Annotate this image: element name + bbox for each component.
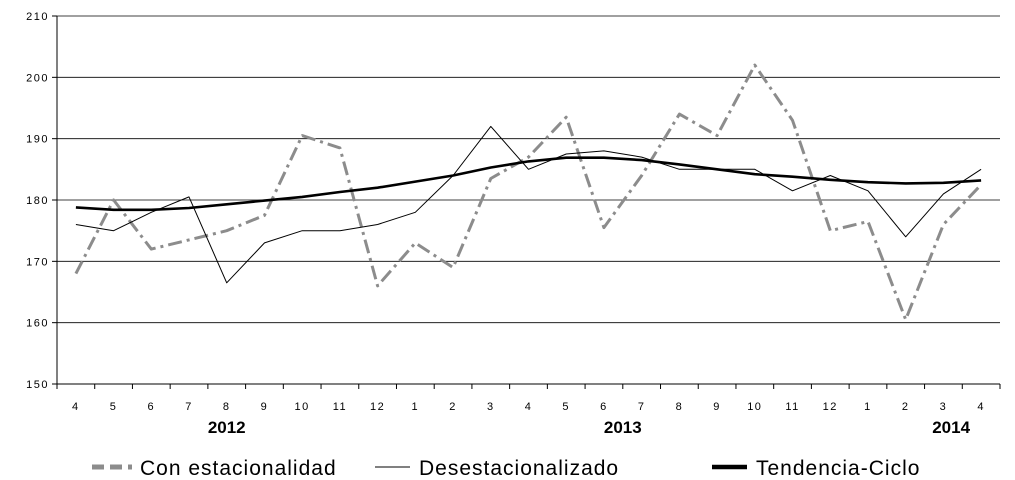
x-tick-label: 11 bbox=[333, 401, 347, 413]
x-tick-label: 8 bbox=[223, 401, 231, 413]
x-tick-label: 4 bbox=[72, 401, 80, 413]
x-tick-label: 9 bbox=[713, 401, 721, 413]
y-tick-label: 150 bbox=[26, 379, 49, 391]
x-tick-label: 5 bbox=[110, 401, 118, 413]
x-tick-label: 2 bbox=[902, 401, 910, 413]
year-label-2014: 2014 bbox=[932, 418, 970, 437]
x-tick-label: 7 bbox=[185, 401, 193, 413]
x-tick-label: 1 bbox=[864, 401, 872, 413]
y-tick-label: 200 bbox=[26, 72, 49, 84]
legend-label: Desestacionalizado bbox=[419, 457, 619, 480]
grid-lines bbox=[57, 15, 1000, 324]
y-tick-labels: 150 160 170 180 190 200 210 bbox=[26, 11, 49, 391]
legend: Con estacionalidad Desestacionalizado Tend… bbox=[92, 457, 920, 480]
series-line-con-estacionalidad bbox=[74, 63, 983, 322]
x-tick-label: 6 bbox=[147, 401, 155, 413]
legend-label: Con estacionalidad bbox=[140, 457, 337, 480]
axes bbox=[52, 15, 1001, 389]
x-tick-label: 10 bbox=[747, 401, 762, 413]
year-labels: 2012 2013 2014 bbox=[208, 418, 971, 437]
x-tick-label: 11 bbox=[785, 401, 799, 413]
x-tick-labels: 4 5 6 7 8 9 10 11 12 1 2 3 4 5 6 7 8 9 10 11 12 1 2 3 4 bbox=[72, 401, 985, 413]
x-tick-label: 10 bbox=[295, 401, 310, 413]
x-tick-label: 4 bbox=[525, 401, 533, 413]
x-tick-label: 12 bbox=[823, 401, 838, 413]
x-tick-label: 3 bbox=[487, 401, 495, 413]
x-tick-label: 3 bbox=[940, 401, 948, 413]
x-tick-label: 9 bbox=[261, 401, 269, 413]
x-tick-label: 8 bbox=[676, 401, 684, 413]
series-lines bbox=[74, 63, 983, 322]
y-tick-label: 170 bbox=[26, 256, 49, 268]
series-line-desestacionalizado bbox=[75, 125, 982, 284]
year-label-2012: 2012 bbox=[208, 418, 246, 437]
x-tick-label: 2 bbox=[449, 401, 457, 413]
x-tick-label: 1 bbox=[412, 401, 420, 413]
x-tick-label: 5 bbox=[562, 401, 570, 413]
x-tick-label: 7 bbox=[638, 401, 646, 413]
x-tick-label: 6 bbox=[600, 401, 608, 413]
y-tick-label: 180 bbox=[26, 195, 49, 207]
legend-label: Tendencia-Ciclo bbox=[756, 457, 920, 480]
x-tick-label: 4 bbox=[977, 401, 985, 413]
year-label-2013: 2013 bbox=[604, 418, 642, 437]
x-tick-label: 12 bbox=[370, 401, 385, 413]
y-tick-label: 160 bbox=[26, 318, 49, 330]
y-tick-label: 210 bbox=[26, 11, 49, 23]
series-line-tendencia-ciclo bbox=[75, 156, 982, 212]
y-tick-label: 190 bbox=[26, 134, 49, 146]
